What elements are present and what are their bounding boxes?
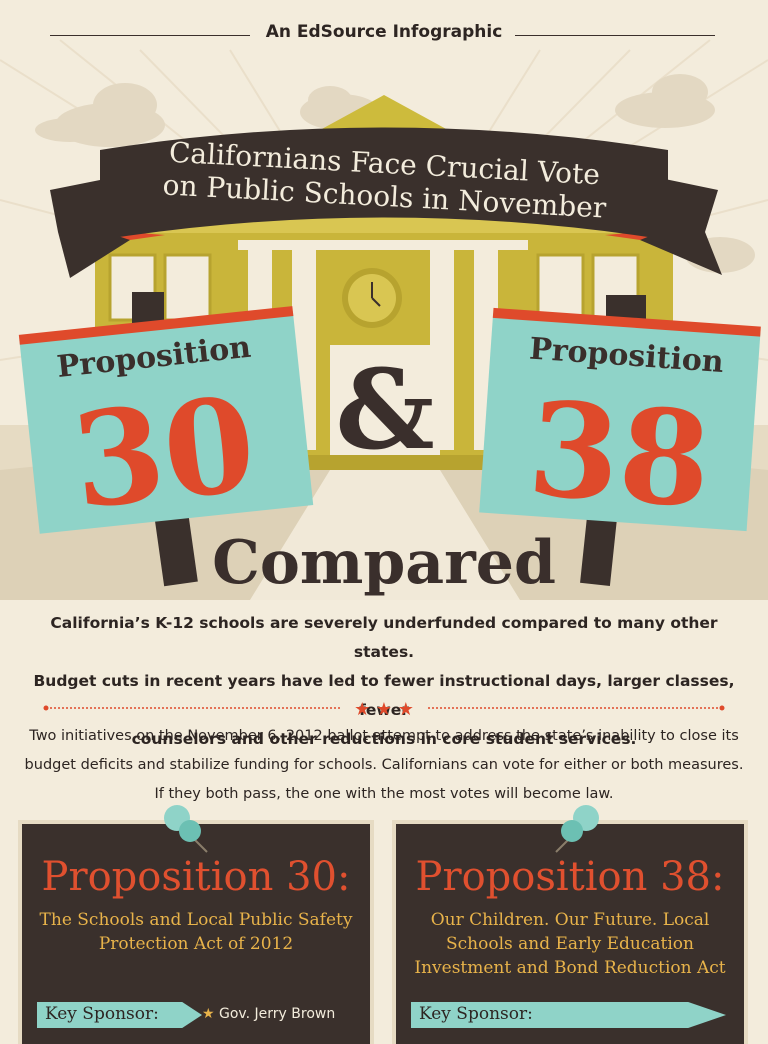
sponsor-name-30: Gov. Jerry Brown: [219, 1006, 336, 1022]
card-subtitle-38-line3: Investment and Bond Reduction Act: [414, 958, 726, 978]
card-prop-38: Proposition 38: Our Children. Our Future…: [396, 824, 744, 1044]
header-rule-right: [515, 35, 715, 36]
eyebrow-title: An EdSource Infographic: [265, 22, 503, 42]
star-divider: ★ ★ ★: [43, 699, 725, 718]
cloud-left: [35, 83, 165, 147]
door: [330, 345, 440, 455]
card-title-30: Proposition 30:: [41, 854, 351, 900]
body-line-2: budget deficits and stabilize funding fo…: [24, 757, 744, 773]
card-subtitle-30-line1: The Schools and Local Public Safety: [39, 910, 353, 930]
sign-prop-30: Proposition 30: [18, 306, 314, 538]
intro-line-3: counselors and other reductions in core …: [131, 730, 637, 748]
pushpin-icon: [164, 805, 208, 853]
sign-prop-38: Proposition 38: [479, 307, 761, 537]
cloud-right: [615, 74, 715, 128]
card-subtitle-38: Our Children. Our Future. Local Schools …: [406, 908, 734, 980]
intro-paragraph: California’s K-12 schools are severely u…: [30, 609, 738, 754]
card-subtitle-38-line2: Schools and Early Education: [446, 934, 694, 954]
roof-peak: [320, 95, 448, 130]
card-subtitle-38-line1: Our Children. Our Future. Local: [430, 910, 710, 930]
path: [250, 470, 520, 600]
header-rule-left: [50, 35, 250, 36]
headline-compared: Compared: [212, 528, 556, 598]
body-line-1: Two initiatives on the November 6, 2012 …: [29, 728, 739, 744]
body-line-3: If they both pass, the one with the most…: [154, 786, 614, 802]
sign-number-38: 38: [524, 372, 715, 537]
pushpin-icon: [555, 805, 599, 853]
key-sponsor-tag-30: Key Sponsor:: [37, 1002, 202, 1028]
title-banner: [100, 127, 668, 240]
body-paragraph: Two initiatives on the November 6, 2012 …: [20, 722, 748, 809]
star-icons: ★ ★ ★: [354, 699, 414, 718]
card-title-38: Proposition 38:: [415, 854, 725, 900]
key-sponsor-label-38: Key Sponsor:: [419, 1004, 533, 1024]
sign-number-30: 30: [66, 367, 262, 538]
hero-illustration: Californians Face Crucial Vote on Public…: [0, 39, 768, 600]
intro-line-1: California’s K-12 schools are severely u…: [50, 614, 718, 661]
key-sponsor-tag-38: Key Sponsor:: [411, 1002, 726, 1028]
card-subtitle-30-line2: Protection Act of 2012: [98, 934, 294, 954]
star-icon: ★: [202, 1006, 215, 1022]
card-prop-30: Proposition 30: The Schools and Local Pu…: [22, 824, 370, 1044]
sponsor-30: ★ Gov. Jerry Brown: [202, 1006, 335, 1022]
ampersand: &: [335, 345, 434, 474]
key-sponsor-label-30: Key Sponsor:: [45, 1004, 159, 1024]
intro-line-2: Budget cuts in recent years have led to …: [33, 672, 735, 719]
card-subtitle-30: The Schools and Local Public Safety Prot…: [32, 908, 360, 956]
